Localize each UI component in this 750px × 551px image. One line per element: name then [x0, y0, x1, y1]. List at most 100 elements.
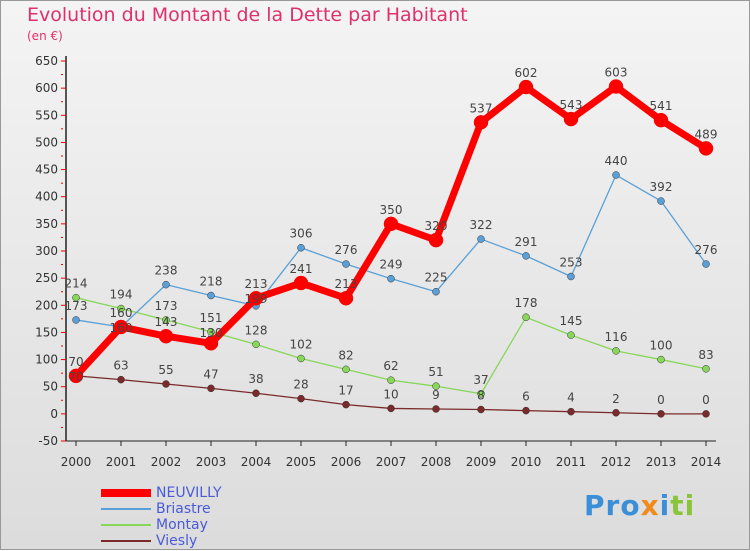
viesly-data-label: 10 [383, 387, 398, 401]
legend-label-briastre: Briastre [156, 501, 211, 517]
x-tick-label: 2003 [196, 455, 227, 469]
briastre-data-label: 218 [200, 275, 223, 289]
montay-data-label: 214 [65, 277, 88, 291]
montay-data-label: 116 [605, 330, 628, 344]
y-tick-label: 500 [35, 135, 58, 149]
montay-point [432, 382, 440, 390]
montay-data-label: 82 [338, 348, 353, 362]
y-tick-label: 50 [43, 380, 58, 394]
montay-point [657, 355, 665, 364]
neuvilly-data-label: 213 [245, 277, 268, 291]
chart-title: Evolution du Montant de la Dette par Hab… [27, 4, 468, 26]
briastre-point [162, 280, 170, 289]
neuvilly-point [428, 232, 444, 248]
montay-data-label: 62 [383, 359, 398, 373]
briastre-data-label: 253 [560, 256, 583, 270]
neuvilly-point [383, 216, 399, 232]
montay-point [252, 340, 260, 349]
x-tick-label: 2000 [61, 455, 92, 469]
neuvilly-point [113, 319, 129, 335]
x-tick-label: 2006 [331, 455, 362, 469]
neuvilly-data-label: 489 [695, 127, 718, 141]
montay-data-label: 194 [110, 288, 133, 302]
x-tick-label: 2008 [421, 455, 452, 469]
unit-label: (en €) [27, 29, 63, 43]
briastre-data-label: 249 [380, 258, 403, 272]
y-tick-label: 650 [35, 54, 58, 68]
montay-data-label: 151 [200, 311, 223, 325]
x-tick-label: 2012 [601, 455, 632, 469]
briastre-data-label: 225 [425, 271, 448, 285]
x-tick-label: 2014 [691, 455, 722, 469]
y-tick-label: 400 [35, 190, 58, 204]
briastre-data-label: 276 [695, 243, 718, 257]
viesly-point [117, 375, 125, 384]
montay-data-label: 83 [698, 348, 713, 362]
viesly-point [612, 409, 620, 417]
proxiti-logo: Proxiti [584, 489, 696, 522]
briastre-data-label: 238 [155, 264, 178, 278]
viesly-data-label: 2 [612, 392, 620, 406]
montay-data-label: 102 [290, 337, 313, 351]
legend-label-neuvilly: NEUVILLY [156, 485, 222, 501]
y-tick-label: 300 [35, 244, 58, 258]
y-tick-label: 350 [35, 217, 58, 231]
viesly-data-label: 8 [477, 389, 485, 403]
briastre-data-label: 291 [515, 235, 538, 249]
neuvilly-data-label: 350 [380, 203, 403, 217]
montay-data-label: 178 [515, 296, 538, 310]
briastre-point [522, 252, 530, 260]
viesly-data-label: 0 [657, 393, 665, 407]
neuvilly-point [608, 79, 624, 94]
viesly-data-label: 70 [68, 370, 83, 384]
viesly-data-label: 47 [203, 367, 218, 381]
montay-data-label: 100 [650, 339, 673, 353]
viesly-data-label: 55 [158, 363, 173, 377]
viesly-point [387, 404, 395, 413]
viesly-point [567, 407, 575, 416]
montay-data-label: 51 [428, 365, 443, 379]
viesly-point [702, 410, 710, 418]
briastre-data-label: 199 [245, 292, 268, 306]
montay-data-label: 128 [245, 323, 268, 337]
x-tick-label: 2004 [241, 455, 272, 469]
viesly-point [522, 406, 530, 415]
viesly-point [207, 384, 215, 393]
neuvilly-point [698, 141, 714, 156]
briastre-point [297, 243, 305, 252]
viesly-data-label: 28 [293, 378, 308, 392]
y-tick-label: 250 [35, 271, 58, 285]
neuvilly-data-label: 143 [155, 315, 178, 329]
neuvilly-data-label: 160 [110, 306, 133, 320]
viesly-data-label: 63 [113, 359, 128, 373]
montay-point [387, 376, 395, 384]
neuvilly-point [518, 79, 534, 95]
viesly-data-label: 0 [702, 393, 710, 407]
neuvilly-point [68, 368, 84, 384]
montay-point [162, 316, 170, 324]
briastre-point [432, 287, 440, 296]
briastre-data-label: 160 [110, 321, 133, 335]
x-tick-label: 2002 [151, 455, 182, 469]
montay-point [477, 390, 485, 398]
neuvilly-point [158, 328, 174, 344]
montay-data-label: 173 [155, 299, 178, 313]
viesly-data-label: 17 [338, 384, 353, 398]
briastre-data-label: 306 [290, 227, 313, 241]
y-tick-label: 150 [35, 325, 58, 339]
neuvilly-point [248, 290, 264, 306]
neuvilly-data-label: 603 [605, 66, 628, 80]
briastre-point [342, 260, 350, 268]
neuvilly-data-label: 213 [335, 277, 358, 291]
neuvilly-point [338, 290, 354, 306]
neuvilly-data-label: 541 [650, 99, 673, 113]
montay-point [702, 365, 710, 373]
montay-point [207, 328, 215, 336]
briastre-point [477, 235, 485, 243]
x-tick-label: 2007 [376, 455, 407, 469]
viesly-point [342, 400, 350, 409]
x-tick-label: 2013 [646, 455, 677, 469]
montay-point [522, 313, 530, 321]
viesly-data-label: 4 [567, 391, 575, 405]
montay-point [342, 365, 350, 374]
